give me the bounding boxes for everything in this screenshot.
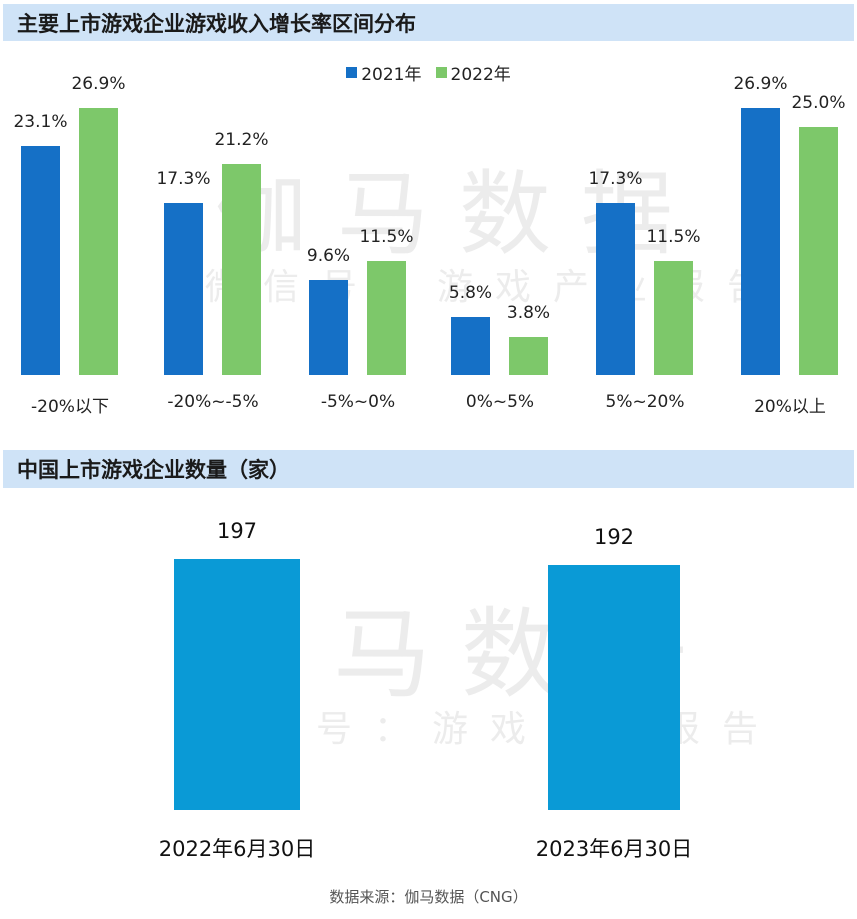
bar-2021 <box>451 317 490 375</box>
company-count-value: 192 <box>593 525 635 550</box>
bar-value-label: 11.5% <box>646 226 701 247</box>
bar-2022 <box>222 164 261 375</box>
bar-2021 <box>741 107 780 375</box>
company-count-value: 197 <box>216 519 258 543</box>
bar-value-label: 21.2% <box>214 130 269 151</box>
company-count-bar <box>548 565 680 810</box>
bar-value-label: 17.3% <box>156 169 211 190</box>
legend-swatch-2022 <box>435 67 447 78</box>
bar-2022 <box>367 260 406 375</box>
legend-label-2022: 2022年 <box>450 65 511 85</box>
legend-swatch-2021 <box>346 67 358 78</box>
bar-2022 <box>799 126 838 375</box>
bar-2022 <box>509 337 548 375</box>
company-count-bar <box>174 559 300 810</box>
category-label: -20%以下 <box>31 397 109 417</box>
bar-2021 <box>164 203 203 375</box>
data-source-note: 数据来源：伽马数据（CNG） <box>329 888 528 906</box>
company-count-section-title: 中国上市游戏企业数量（家） <box>3 450 854 488</box>
growth-rate-section-title: 主要上市游戏企业游戏收入增长率区间分布 <box>3 4 854 41</box>
bar-value-label: 5.8% <box>448 283 493 304</box>
bar-value-label: 17.3% <box>588 169 643 190</box>
bar-2021 <box>309 279 348 375</box>
bar-2022 <box>654 260 693 375</box>
growth-rate-title-text: 主要上市游戏企业游戏收入增长率区间分布 <box>17 11 416 36</box>
chart-legend: 2021年 2022年 <box>0 60 857 85</box>
bar-2022 <box>79 107 118 375</box>
date-label: 2022年6月30日 <box>158 837 316 861</box>
bar-2021 <box>21 145 60 375</box>
bar-value-label: 23.1% <box>13 111 68 132</box>
bar-value-label: 26.9% <box>71 73 126 94</box>
legend-item-2021: 2021年 <box>346 60 422 85</box>
bar-value-label: 26.9% <box>733 73 788 94</box>
category-label: -5%~0% <box>320 392 396 412</box>
category-label: 20%以上 <box>754 397 826 417</box>
bar-value-label: 25.0% <box>791 92 846 113</box>
legend-item-2022: 2022年 <box>435 60 511 85</box>
category-label: 0%~5% <box>465 392 535 412</box>
company-count-title-text: 中国上市游戏企业数量（家） <box>17 458 290 482</box>
legend-label-2021: 2021年 <box>361 65 422 85</box>
date-label: 2023年6月30日 <box>535 837 693 861</box>
category-label: -20%~-5% <box>167 392 259 412</box>
category-label: 5%~20% <box>605 392 685 412</box>
bar-2021 <box>596 203 635 375</box>
bar-value-label: 3.8% <box>506 303 551 324</box>
bar-value-label: 11.5% <box>359 226 414 247</box>
bar-value-label: 9.6% <box>306 245 351 266</box>
